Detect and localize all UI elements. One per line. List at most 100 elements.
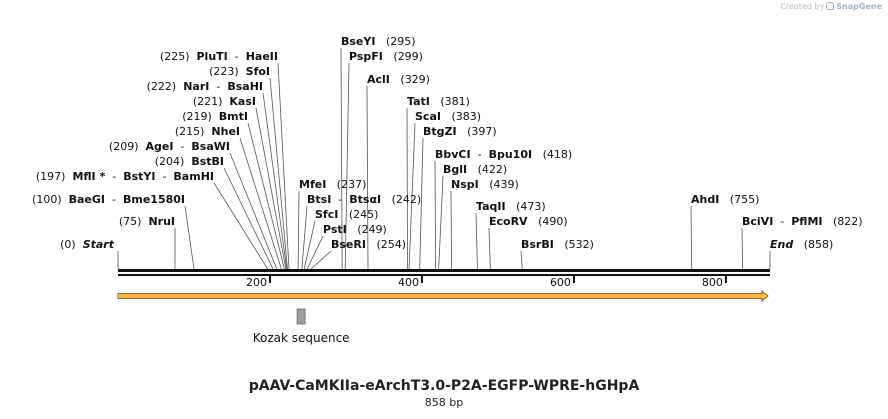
enzyme-name[interactable]: Start — [83, 238, 115, 251]
restriction-site-label[interactable]: AclI (329) — [367, 73, 430, 86]
restriction-site-label[interactable]: (219) BmtI — [182, 110, 248, 123]
plasmid-linear-map: 200 400 600 800 Kozak sequence (0) Start (75) … — [32, 35, 863, 345]
restriction-site-label[interactable]: End (858) — [770, 238, 833, 251]
site-connector-line — [475, 212, 478, 270]
enzyme-name[interactable]: SfoI — [246, 65, 270, 78]
restriction-site-label[interactable]: BciVI - PflMI (822) — [742, 215, 863, 228]
restriction-site-label[interactable]: (204) BstBI — [155, 155, 224, 168]
enzyme-name[interactable]: BstYI — [123, 170, 155, 183]
restriction-site-label[interactable]: (225) PluTI - HaeII — [160, 50, 278, 63]
enzyme-name[interactable]: BglI — [443, 163, 467, 176]
enzyme-name[interactable]: KasI — [229, 95, 256, 108]
enzyme-name[interactable]: BmtI — [219, 110, 248, 123]
enzyme-position: (197) — [36, 170, 73, 183]
enzyme-name[interactable]: SfcI — [315, 208, 338, 221]
enzyme-name[interactable]: End — [770, 238, 793, 251]
restriction-site-label[interactable]: NspI (439) — [451, 178, 519, 191]
enzyme-position: (215) — [175, 125, 212, 138]
restriction-site-label[interactable]: BbvCI - Bpu10I (418) — [435, 148, 572, 161]
enzyme-separator: - — [155, 170, 173, 183]
restriction-site-label[interactable]: (223) SfoI — [209, 65, 270, 78]
restriction-site-label[interactable]: (209) AgeI - BsaWI — [109, 140, 230, 153]
enzyme-name[interactable]: AgeI — [145, 140, 173, 153]
enzyme-name[interactable]: EcoRV — [489, 215, 528, 228]
restriction-site-label[interactable]: (215) NheI — [175, 125, 240, 138]
enzyme-name[interactable]: BsrBI — [521, 238, 554, 251]
site-connector-line — [408, 122, 416, 270]
enzyme-name[interactable]: MflI * — [72, 170, 105, 183]
enzyme-name[interactable]: NheI — [211, 125, 240, 138]
restriction-site-label[interactable]: TatI (381) — [407, 95, 470, 108]
enzyme-name[interactable]: BsaWI — [191, 140, 230, 153]
enzyme-name[interactable]: ScaI — [415, 110, 441, 123]
restriction-site-label[interactable]: AhdI (755) — [691, 193, 759, 206]
restriction-site-label[interactable]: BglI (422) — [443, 163, 507, 176]
restriction-site-label[interactable]: BtgZI (397) — [423, 125, 497, 138]
enzyme-name[interactable]: NspI — [451, 178, 479, 191]
restriction-site-label[interactable]: (0) Start — [60, 238, 115, 251]
enzyme-position: (422) — [467, 163, 507, 176]
restriction-site-label[interactable]: (197) MflI * - BstYI - BamHI — [36, 170, 214, 183]
site-connector-line — [255, 107, 287, 270]
enzyme-name[interactable]: BsaHI — [227, 80, 263, 93]
enzyme-name[interactable]: BtsαI — [349, 193, 381, 206]
enzyme-name[interactable]: TaqII — [476, 200, 506, 213]
enzyme-name[interactable]: Bpu10I — [489, 148, 533, 161]
restriction-site-label[interactable]: ScaI (383) — [415, 110, 481, 123]
restriction-site-label[interactable]: MfeI (237) — [299, 178, 366, 191]
enzyme-name[interactable]: MfeI — [299, 178, 326, 191]
enzyme-name[interactable]: BtsI — [307, 193, 331, 206]
enzyme-separator: - — [105, 193, 123, 206]
enzyme-name[interactable]: PluTI — [196, 50, 227, 63]
enzyme-name[interactable]: Bme1580I — [123, 193, 185, 206]
map-title: pAAV-CaMKIIa-eArchT3.0-P2A-EGFP-WPRE-hGH… — [248, 378, 640, 394]
enzyme-name[interactable]: NarI — [183, 80, 209, 93]
enzyme-name[interactable]: PflMI — [791, 215, 822, 228]
enzyme-position: (295) — [375, 35, 415, 48]
site-connector-line — [297, 190, 300, 270]
site-connector-line — [434, 160, 437, 270]
enzyme-position: (383) — [441, 110, 481, 123]
restriction-site-label[interactable]: BsrBI (532) — [521, 238, 594, 251]
enzyme-separator: - — [105, 170, 123, 183]
feature-arrow[interactable] — [117, 289, 769, 303]
enzyme-name[interactable]: BbvCI — [435, 148, 471, 161]
enzyme-position: (75) — [119, 215, 149, 228]
site-connector-line — [438, 175, 444, 270]
enzyme-name[interactable]: PspFI — [349, 50, 383, 63]
restriction-site-label[interactable]: PspFI (299) — [349, 50, 423, 63]
enzyme-name[interactable]: NruI — [148, 215, 175, 228]
enzyme-position: (221) — [193, 95, 230, 108]
site-connector-line — [450, 190, 452, 270]
enzyme-name[interactable]: BtgZI — [423, 125, 457, 138]
enzyme-name[interactable]: HaeII — [246, 50, 278, 63]
restriction-site-label[interactable]: (222) NarI - BsaHI — [147, 80, 263, 93]
snapgene-credit: Created by SnapGene — [780, 2, 882, 11]
enzyme-name[interactable]: TatI — [407, 95, 430, 108]
enzyme-name[interactable]: BseRI — [331, 238, 366, 251]
restriction-site-label[interactable]: BseRI (254) — [331, 238, 406, 251]
enzyme-name[interactable]: BaeGI — [69, 193, 105, 206]
restriction-site-label[interactable]: EcoRV (490) — [489, 215, 568, 228]
restriction-site-label[interactable]: PstI (249) — [323, 223, 387, 236]
restriction-site-label[interactable]: SfcI (245) — [315, 208, 378, 221]
enzyme-position: (822) — [823, 215, 863, 228]
enzyme-name[interactable]: AhdI — [691, 193, 719, 206]
restriction-site-label[interactable]: BtsI - BtsαI (242) — [307, 193, 421, 206]
enzyme-name[interactable]: BciVI — [742, 215, 773, 228]
enzyme-position: (381) — [430, 95, 470, 108]
axis-tick-label: 400 — [398, 276, 419, 289]
map-length-label: 858 bp — [424, 396, 464, 409]
restriction-site-label[interactable]: TaqII (473) — [476, 200, 546, 213]
restriction-site-label[interactable]: (75) NruI — [119, 215, 175, 228]
enzyme-name[interactable]: BamHI — [173, 170, 214, 183]
restriction-site-label[interactable]: BseYI (295) — [341, 35, 416, 48]
enzyme-position: (299) — [383, 50, 423, 63]
restriction-site-label[interactable]: (100) BaeGI - Bme1580I — [32, 193, 185, 206]
kozak-feature-box[interactable] — [296, 308, 306, 325]
enzyme-name[interactable]: BstBI — [191, 155, 224, 168]
enzyme-name[interactable]: BseYI — [341, 35, 375, 48]
restriction-site-label[interactable]: (221) KasI — [193, 95, 256, 108]
enzyme-name[interactable]: PstI — [323, 223, 347, 236]
enzyme-name[interactable]: AclI — [367, 73, 390, 86]
